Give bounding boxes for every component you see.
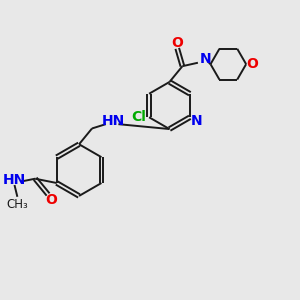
Text: CH₃: CH₃: [7, 198, 28, 211]
Text: O: O: [247, 57, 258, 71]
Text: N: N: [190, 114, 202, 128]
Text: O: O: [171, 36, 183, 50]
Text: Cl: Cl: [132, 110, 146, 124]
Text: HN: HN: [3, 173, 26, 187]
Text: HN: HN: [101, 114, 124, 128]
Text: N: N: [200, 52, 211, 66]
Text: O: O: [45, 193, 57, 207]
